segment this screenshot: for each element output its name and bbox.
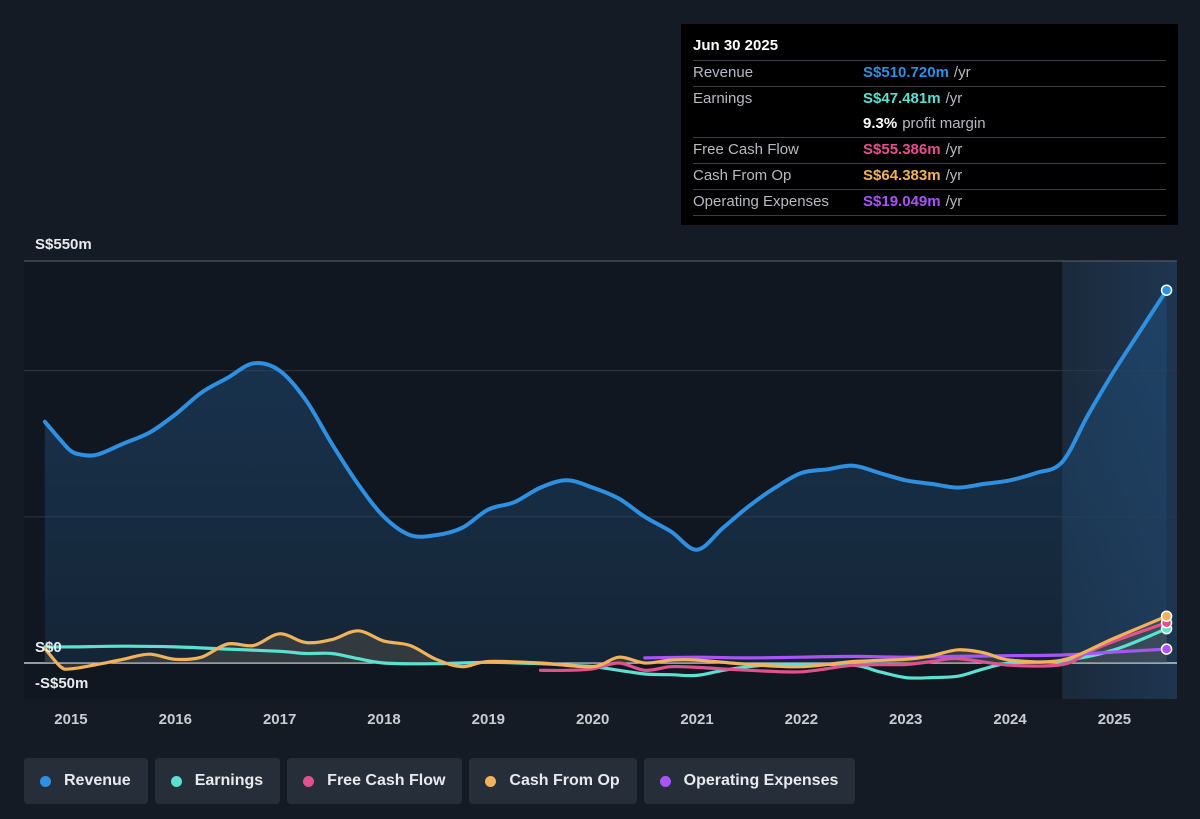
- series-endpoint-cash-from-op: [1160, 610, 1173, 622]
- legend-dot-icon: [303, 775, 315, 787]
- x-tick-label: 2024: [993, 711, 1027, 728]
- tooltip-row-label: Revenue: [693, 64, 754, 81]
- data-tooltip: Jun 30 2025 Revenue S$510.720m/yr Earnings…: [681, 24, 1178, 225]
- x-tick-label: 2023: [889, 711, 922, 728]
- tooltip-row-label: Cash From Op: [693, 167, 792, 184]
- tooltip-row-value: S$64.383m: [863, 167, 941, 184]
- legend-item[interactable]: Free Cash Flow: [287, 758, 463, 804]
- legend-dot-icon: [170, 775, 182, 787]
- x-tick-label: 2015: [54, 711, 87, 728]
- series-line-cash-from-op: [43, 614, 1169, 671]
- tooltip-row-value: S$510.720m: [863, 64, 949, 81]
- x-tick-label: 2022: [785, 711, 818, 728]
- tooltip-row-label: Operating Expenses: [693, 193, 829, 210]
- x-tick-label: 2019: [472, 711, 505, 728]
- chart-legend: Revenue Earnings Free Cash Flow Cash From O…: [24, 758, 856, 804]
- tooltip-row: 9.3% profit margin: [693, 112, 1166, 137]
- tooltip-row-unit: /yr: [945, 141, 963, 158]
- legend-label: Revenue: [64, 772, 131, 789]
- series-line-free-cash-flow: [538, 621, 1169, 674]
- y-tick-label: S$0: [35, 639, 62, 656]
- tooltip-row-unit: /yr: [945, 193, 963, 210]
- series-line-earnings: [43, 627, 1169, 680]
- series-endpoint-revenue: [1160, 284, 1173, 296]
- series-area-revenue: [44, 290, 1167, 663]
- x-tick-label: 2018: [367, 711, 400, 728]
- tooltip-row-label: Earnings: [693, 90, 753, 107]
- tooltip-row-unit: /yr: [945, 167, 963, 184]
- tooltip-row: Free Cash Flow S$55.386m/yr: [693, 137, 1166, 163]
- legend-dot-icon: [40, 775, 51, 787]
- series-endpoint-operating-expenses: [1160, 643, 1173, 655]
- tooltip-row-value: S$55.386m: [863, 141, 941, 158]
- tooltip-row: Earnings S$47.481m/yr: [693, 86, 1166, 112]
- legend-dot-icon: [659, 775, 671, 787]
- tooltip-date: Jun 30 2025: [693, 37, 779, 54]
- legend-item[interactable]: Cash From Op: [469, 758, 637, 804]
- tooltip-row: Cash From Op S$64.383m/yr: [693, 163, 1166, 189]
- tooltip-row-value: S$47.481m: [863, 90, 941, 107]
- legend-item[interactable]: Earnings: [154, 758, 281, 804]
- tooltip-row: Revenue S$510.720m/yr: [693, 60, 1166, 86]
- tooltip-row-value: S$19.049m: [863, 193, 941, 210]
- x-tick-label: 2017: [263, 711, 296, 728]
- legend-label: Earnings: [194, 772, 264, 789]
- legend-label: Free Cash Flow: [327, 772, 446, 789]
- tooltip-row-label: Free Cash Flow: [693, 141, 799, 158]
- tooltip-row-unit: profit margin: [902, 115, 986, 132]
- x-tick-label: 2016: [159, 711, 192, 728]
- tooltip-row-label: [693, 112, 863, 137]
- legend-item[interactable]: Revenue: [24, 758, 148, 804]
- tooltip-row: Operating Expenses S$19.049m/yr: [693, 189, 1166, 215]
- legend-label: Cash From Op: [509, 772, 620, 789]
- tooltip-row-unit: /yr: [953, 64, 971, 81]
- x-tick-label: 2025: [1098, 711, 1131, 728]
- x-tick-label: 2020: [576, 711, 609, 728]
- series-line-revenue: [42, 288, 1169, 552]
- tooltip-divider: [693, 215, 1166, 216]
- legend-label: Operating Expenses: [683, 772, 839, 789]
- series-area-cash-from-op: [44, 616, 1167, 670]
- y-tick-label: -S$50m: [35, 675, 88, 692]
- y-tick-label: S$550m: [35, 236, 92, 253]
- x-tick-label: 2021: [680, 711, 713, 728]
- tooltip-row-value: 9.3%: [863, 115, 898, 132]
- legend-item[interactable]: Operating Expenses: [643, 758, 856, 804]
- legend-dot-icon: [485, 775, 497, 787]
- tooltip-row-unit: /yr: [945, 90, 963, 107]
